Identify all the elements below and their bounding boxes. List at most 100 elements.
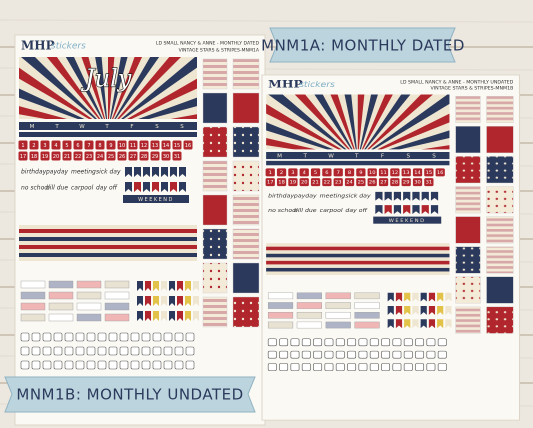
flag-sticker: [137, 281, 143, 291]
icon-sticker: [163, 332, 173, 342]
date-number: 20: [301, 180, 308, 186]
date-number: 29: [152, 154, 158, 160]
label-sticker: [48, 280, 74, 289]
flag-sticker: [125, 167, 132, 177]
flag-sticker: [153, 311, 159, 321]
flag-sticker: [169, 281, 175, 291]
date-sticker: [40, 151, 50, 161]
icon-sticker: [42, 332, 52, 342]
sunburst-ray: [357, 94, 365, 150]
date-sticker: [299, 168, 309, 177]
date-sticker: [333, 168, 343, 177]
icon-sticker: [108, 346, 118, 356]
weekend-bar: [123, 195, 189, 203]
icon-sticker: [119, 332, 129, 342]
date-number: 8: [98, 143, 101, 149]
date-sticker: [424, 178, 434, 187]
date-sticker: [95, 140, 105, 150]
date-number: 18: [278, 180, 285, 186]
word-sticker: carpool: [320, 208, 343, 214]
sunburst-ray: [121, 57, 197, 119]
flag-sticker: [193, 311, 199, 321]
icon-sticker: [20, 360, 30, 370]
icon-sticker: [174, 360, 184, 370]
box-sticker: [232, 126, 260, 158]
date-sticker: [117, 140, 127, 150]
flag-sticker: [170, 182, 177, 192]
date-sticker: [150, 151, 160, 161]
label-sticker: [325, 312, 351, 319]
flag-sticker: [445, 305, 452, 315]
date-number: 12: [141, 143, 147, 149]
date-sticker: [310, 168, 321, 177]
box-sticker: [455, 276, 481, 304]
brand-suffix: stickers: [51, 42, 86, 52]
label-sticker: [48, 291, 74, 300]
icon-sticker: [415, 338, 425, 347]
date-sticker: [84, 151, 94, 161]
sheet-subheader: VINTAGE STARS & STRIPES-MNM1A: [179, 48, 260, 54]
word-sticker: carpool: [71, 185, 94, 192]
label-sticker: [354, 292, 380, 300]
icon-sticker: [313, 350, 323, 359]
flag-sticker: [445, 292, 452, 302]
date-sticker: [150, 140, 160, 150]
date-number: 29: [403, 180, 410, 186]
icon-sticker: [347, 338, 357, 347]
flag-sticker: [420, 292, 427, 302]
date-number: 6: [76, 143, 79, 149]
date-number: 27: [380, 180, 387, 186]
icon-sticker: [31, 346, 41, 356]
word-sticker: no school: [268, 208, 298, 214]
icon-sticker: [119, 360, 129, 370]
label-sticker: [267, 292, 294, 300]
box-sticker: [202, 194, 228, 226]
word-sticker: meeting: [71, 169, 96, 176]
date-number: 4: [303, 170, 306, 176]
flag-sticker: [143, 182, 150, 192]
flag-sticker: [185, 311, 191, 321]
flag-sticker: [404, 305, 411, 315]
icon-sticker: [335, 338, 345, 347]
icon-sticker: [335, 350, 345, 359]
box-sticker: [232, 194, 260, 226]
date-number: 14: [414, 170, 421, 176]
flag-sticker: [179, 167, 186, 177]
date-sticker: [344, 178, 355, 187]
icon-sticker: [279, 363, 289, 371]
icon-sticker: [152, 346, 162, 356]
sheet-subheader: VINTAGE STARS & STRIPES-MNM1B: [431, 86, 514, 92]
sunburst-ray: [330, 94, 355, 150]
flag-sticker: [134, 182, 141, 192]
date-sticker: [128, 140, 138, 150]
box-sticker: [486, 276, 514, 304]
sunburst-ray: [19, 88, 85, 119]
stripe: [19, 245, 197, 249]
date-number: 11: [130, 143, 136, 149]
icon-sticker: [75, 346, 85, 356]
date-number: 9: [359, 170, 362, 176]
flag-sticker: [145, 311, 151, 321]
stripe: [266, 253, 450, 258]
stripe: [19, 253, 197, 257]
date-number: 6: [325, 170, 328, 176]
icon-sticker: [97, 332, 107, 342]
word-sticker: birthday: [21, 169, 47, 176]
date-number: 22: [75, 154, 81, 160]
label-sticker: [267, 312, 294, 319]
icon-sticker: [174, 332, 184, 342]
date-sticker: [424, 168, 434, 177]
date-sticker: [73, 140, 83, 150]
sunburst-ray: [359, 94, 378, 150]
sunburst-ray: [117, 57, 182, 119]
date-number: 9: [109, 143, 112, 149]
date-number: 5: [65, 143, 68, 149]
icon-sticker: [185, 332, 195, 342]
date-sticker: [265, 168, 275, 177]
flag-sticker: [430, 191, 439, 201]
flag-sticker: [193, 296, 199, 306]
sunburst-ray: [112, 57, 143, 119]
date-sticker: [356, 168, 366, 177]
label-sticker: [296, 292, 322, 300]
